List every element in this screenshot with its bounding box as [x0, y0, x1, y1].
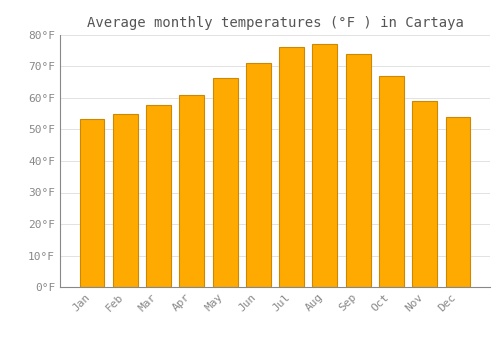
Bar: [80, 119, 104, 287]
Bar: [212, 78, 238, 287]
Bar: [412, 100, 437, 287]
Bar: [146, 105, 171, 287]
Bar: [180, 95, 204, 287]
Bar: [113, 114, 138, 287]
Bar: [279, 47, 304, 287]
Title: Average monthly temperatures (°F ) in Cartaya: Average monthly temperatures (°F ) in Ca…: [86, 16, 464, 30]
Bar: [346, 54, 370, 287]
Bar: [446, 117, 470, 287]
Bar: [379, 76, 404, 287]
Bar: [312, 44, 338, 287]
Bar: [246, 63, 271, 287]
